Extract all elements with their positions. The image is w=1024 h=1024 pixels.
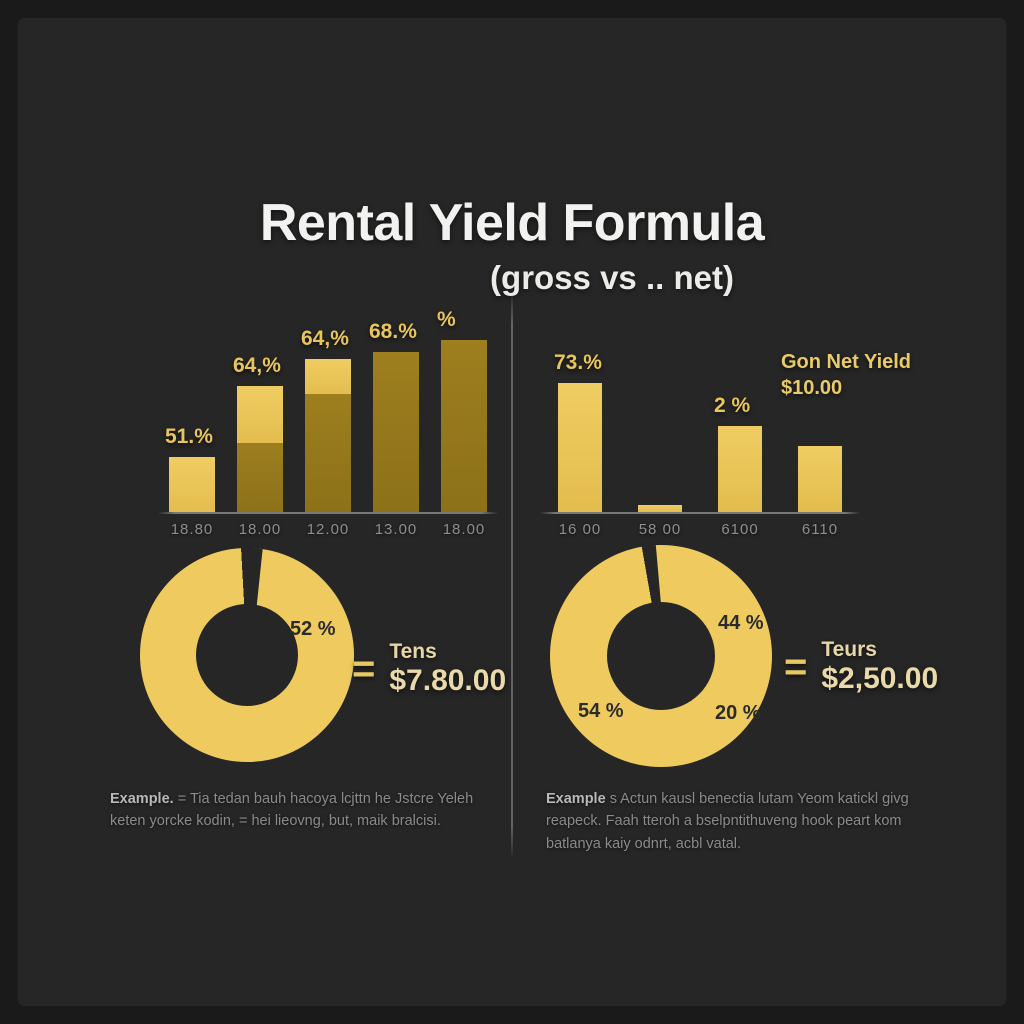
- x-axis-tick-label: 18.80: [170, 521, 214, 538]
- right-donut-slice-label: 20 %: [715, 702, 761, 724]
- net-yield-annotation-line1: Gon Net Yield: [781, 351, 912, 373]
- left-bar-axis: [158, 512, 498, 514]
- bar: [558, 382, 602, 512]
- bar-segment: [558, 382, 602, 512]
- bar-value-label: 68.%: [369, 320, 417, 344]
- bar: [798, 445, 842, 512]
- equals-icon: =: [352, 646, 376, 691]
- bar: [718, 425, 762, 512]
- right-donut-slice-label: 54 %: [578, 700, 624, 722]
- x-axis-tick-label: 6100: [721, 521, 759, 538]
- bar: [638, 505, 682, 512]
- bar-value-label: %: [437, 307, 456, 331]
- bar-segment: [305, 394, 351, 512]
- bar: [441, 339, 487, 512]
- left-footnote: Example. = Tia tedan bauh hacoya lcjttn …: [110, 788, 500, 833]
- left-bar-chart: 18.80 18.00 12.00 13.00 18.00 51.% 64,% 64,% 68…: [158, 286, 498, 538]
- bar-value-label: 64,%: [233, 354, 281, 377]
- left-donut-slice-label: 52 %: [290, 618, 336, 640]
- left-donut-chart: [140, 548, 354, 762]
- bar-value-label: 73.%: [554, 350, 602, 374]
- right-equals-block: = Teurs $2,50.00: [784, 638, 938, 697]
- bar-segment: [638, 505, 682, 512]
- bar: [305, 358, 351, 512]
- left-equals-caption: Tens: [389, 640, 437, 663]
- right-bar-axis: [540, 512, 860, 514]
- x-axis-tick-label: 18.00: [238, 521, 282, 538]
- left-footnote-lead: Example.: [110, 791, 174, 807]
- right-bar-plot-area: [540, 346, 860, 512]
- right-donut-slice-label: 44 %: [718, 612, 764, 634]
- bar-segment: [169, 457, 215, 512]
- bar-segment: [237, 442, 283, 512]
- right-footnote-text: s Actun kausl benectia lutam Yeom katick…: [546, 791, 909, 852]
- x-axis-tick-label: 18.00: [442, 521, 486, 538]
- bar: [237, 386, 283, 512]
- bar-segment: [718, 425, 762, 512]
- bar-segment: [441, 339, 487, 512]
- right-equals-value: $2,50.00: [821, 662, 939, 696]
- x-axis-tick-label: 58 00: [638, 521, 682, 538]
- x-axis-tick-label: 16 00: [558, 521, 602, 538]
- equals-icon: =: [784, 644, 808, 689]
- panel-divider: [511, 290, 513, 860]
- bar: [373, 352, 419, 512]
- x-axis-tick-label: 12.00: [306, 521, 350, 538]
- net-yield-annotation-line2: $10.00: [781, 376, 843, 399]
- bar: [169, 457, 215, 512]
- bar-segment: [305, 358, 351, 395]
- net-yield-annotation: Gon Net Yield $10.00: [781, 350, 911, 401]
- right-equals-caption: Teurs: [821, 638, 877, 661]
- page-subtitle: (gross vs .. net): [490, 258, 734, 296]
- bar-value-label: 51.%: [165, 425, 213, 449]
- bar-value-label: 64,%: [301, 326, 349, 350]
- page-title: Rental Yield Formula: [259, 194, 765, 252]
- right-footnote-lead: Example: [546, 791, 606, 807]
- x-axis-tick-label: 13.00: [374, 521, 418, 538]
- right-footnote: Example s Actun kausl benectia lutam Yeo…: [546, 788, 916, 855]
- bar-segment: [373, 352, 419, 512]
- left-footnote-text: = Tia tedan bauh hacoya lcjttn he Jstcre…: [110, 791, 474, 830]
- title-block: Rental Yield Formula (gross vs .. net): [0, 196, 1024, 297]
- left-equals-value: $7.80.00: [389, 664, 507, 698]
- right-donut-chart: [550, 545, 772, 767]
- bar-segment: [798, 445, 842, 512]
- bar-segment: [237, 386, 283, 443]
- x-axis-tick-label: 6110: [801, 521, 839, 538]
- right-bar-chart: 16 00 58 00 6100 6110 73.% 2 %: [540, 330, 860, 538]
- left-equals-block: = Tens $7.80.00: [352, 640, 506, 699]
- left-bar-plot-area: [158, 302, 498, 512]
- bar-value-label: 2 %: [714, 393, 751, 417]
